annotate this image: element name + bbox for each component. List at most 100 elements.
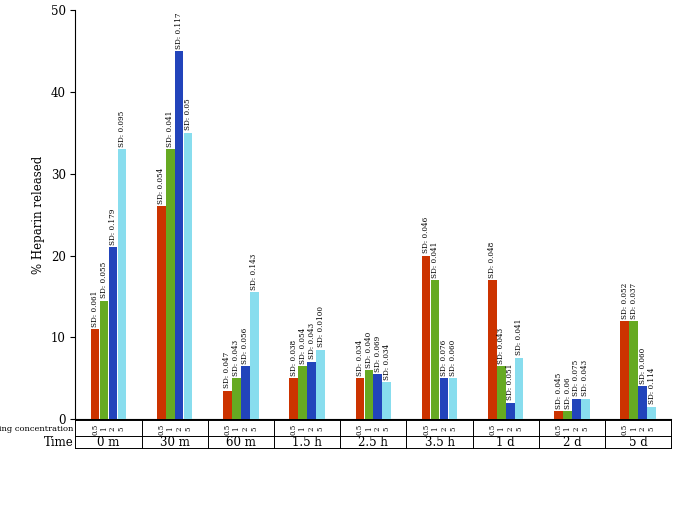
Text: 5: 5: [383, 427, 390, 431]
Text: 2: 2: [440, 427, 448, 431]
Bar: [373, 374, 382, 419]
Text: SD: 0.055: SD: 0.055: [100, 262, 108, 298]
Y-axis label: % Heparin released: % Heparin released: [32, 156, 45, 274]
Text: SD: 0.043: SD: 0.043: [308, 323, 316, 360]
Text: SD: 0.117: SD: 0.117: [175, 12, 183, 48]
Text: 60 m: 60 m: [226, 435, 256, 448]
Bar: [572, 399, 581, 419]
Bar: [364, 370, 373, 419]
Bar: [497, 366, 506, 419]
Text: 1: 1: [630, 427, 638, 431]
Text: SD: 0.095: SD: 0.095: [118, 111, 126, 147]
Bar: [118, 149, 126, 419]
Text: SD: 0.069: SD: 0.069: [374, 335, 382, 372]
Text: SD: 0.043: SD: 0.043: [582, 360, 589, 396]
Text: 1: 1: [365, 427, 373, 431]
Bar: [90, 329, 99, 419]
Bar: [184, 133, 192, 419]
Bar: [488, 280, 497, 419]
Text: SD: 0.056: SD: 0.056: [241, 327, 249, 364]
Text: 5: 5: [184, 427, 192, 431]
Text: 1: 1: [166, 427, 174, 431]
Bar: [422, 256, 430, 419]
Text: SD: 0.075: SD: 0.075: [573, 360, 580, 396]
Text: 1: 1: [564, 427, 571, 431]
Text: 2.5 h: 2.5 h: [358, 435, 388, 448]
Text: 1: 1: [299, 427, 307, 431]
Text: 2: 2: [308, 427, 316, 431]
Text: 5: 5: [582, 427, 589, 431]
Text: 5: 5: [250, 427, 258, 431]
Text: SD: 0.179: SD: 0.179: [109, 209, 117, 245]
Text: 0 m: 0 m: [97, 435, 120, 448]
Bar: [506, 403, 514, 419]
Text: SD: 0.06: SD: 0.06: [564, 377, 571, 409]
Bar: [109, 247, 117, 419]
Text: 1.5 h: 1.5 h: [292, 435, 322, 448]
Bar: [440, 378, 448, 419]
Text: 5: 5: [316, 427, 325, 431]
Bar: [356, 378, 364, 419]
Bar: [232, 378, 240, 419]
Bar: [100, 300, 108, 419]
Text: SD: 0.060: SD: 0.060: [638, 348, 647, 384]
Text: 5: 5: [647, 427, 656, 431]
Text: 1: 1: [100, 427, 108, 431]
Text: 0.5: 0.5: [158, 423, 165, 435]
Bar: [554, 411, 563, 419]
Text: SD: 0.040: SD: 0.040: [365, 331, 373, 368]
Text: 2: 2: [109, 427, 117, 431]
Bar: [250, 292, 259, 419]
Text: 5: 5: [118, 427, 126, 431]
Text: SD: 0.041: SD: 0.041: [431, 241, 439, 278]
Text: 1: 1: [232, 427, 240, 431]
Text: 3.5 h: 3.5 h: [425, 435, 455, 448]
Bar: [166, 149, 175, 419]
Text: SD: 0.041: SD: 0.041: [515, 319, 523, 356]
Bar: [449, 378, 458, 419]
Text: SD: 0.054: SD: 0.054: [299, 327, 307, 364]
Text: SD: 0.052: SD: 0.052: [621, 282, 629, 319]
Text: 5 d: 5 d: [629, 435, 647, 448]
Text: SD: 0.043: SD: 0.043: [497, 327, 506, 364]
Text: SD: 0.0100: SD: 0.0100: [316, 306, 325, 347]
Text: SD: 0.076: SD: 0.076: [440, 339, 448, 376]
Text: SD: 0.061: SD: 0.061: [91, 290, 99, 327]
Bar: [157, 207, 166, 419]
Text: SD: 0.114: SD: 0.114: [647, 368, 656, 405]
Text: 2: 2: [374, 427, 382, 431]
Text: 2: 2: [506, 427, 514, 431]
Text: 1 d: 1 d: [497, 435, 515, 448]
Text: 5: 5: [515, 427, 523, 431]
Text: SD: 0.054: SD: 0.054: [158, 168, 165, 204]
Bar: [630, 321, 638, 419]
Bar: [515, 358, 523, 419]
Text: 0.5: 0.5: [621, 423, 629, 435]
Bar: [621, 321, 629, 419]
Text: SD: 0.05: SD: 0.05: [184, 99, 192, 130]
Bar: [299, 366, 307, 419]
Bar: [308, 362, 316, 419]
Text: 0.5: 0.5: [422, 423, 430, 435]
Text: SD: 0.051: SD: 0.051: [506, 364, 514, 400]
Text: 2: 2: [638, 427, 647, 431]
Bar: [175, 51, 184, 419]
Text: 2: 2: [241, 427, 249, 431]
Text: SD: 0.048: SD: 0.048: [488, 241, 497, 278]
Text: SD: 0.034: SD: 0.034: [383, 344, 390, 380]
Text: 2 d: 2 d: [562, 435, 582, 448]
Text: SD: 0.047: SD: 0.047: [223, 352, 232, 388]
Text: 2: 2: [573, 427, 580, 431]
Text: Loading concentration: Loading concentration: [0, 425, 73, 433]
Text: SD: 0.038: SD: 0.038: [290, 340, 298, 376]
Text: 2: 2: [175, 427, 183, 431]
Text: 0.5: 0.5: [223, 423, 232, 435]
Bar: [316, 349, 325, 419]
Text: 1: 1: [431, 427, 439, 431]
Text: SD: 0.046: SD: 0.046: [422, 217, 430, 253]
Bar: [581, 399, 590, 419]
Text: 1: 1: [497, 427, 506, 431]
Text: 0.5: 0.5: [290, 423, 298, 435]
Text: SD: 0.041: SD: 0.041: [166, 111, 174, 147]
Text: 5: 5: [449, 427, 457, 431]
